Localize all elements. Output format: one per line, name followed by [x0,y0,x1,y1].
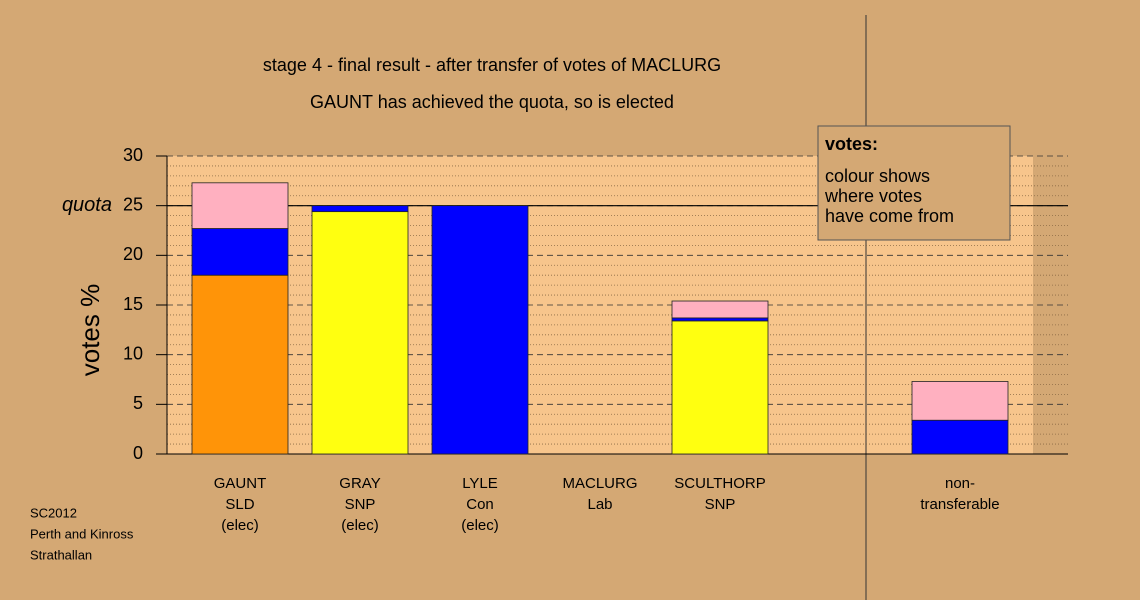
x-tick-label: (elec) [221,517,259,534]
x-tick-label: GRAY [339,475,380,492]
x-tick-label: non- [945,475,975,492]
legend-text: have come from [825,206,954,226]
bar-segment [911,419,1009,455]
y-tick-label: 30 [123,145,143,165]
footer-text: Perth and Kinross [30,526,134,541]
footer-text: Strathallan [30,547,92,562]
y-tick-label: 25 [123,194,143,214]
bar-segment [671,300,769,319]
x-tick-label: SNP [345,496,376,513]
x-tick-label: MACLURG [562,475,637,492]
y-tick-label: 15 [123,294,143,314]
y-axis-label: votes % [75,284,105,377]
bar-segment [311,205,409,213]
legend-text: where votes [824,186,922,206]
x-tick-label: SCULTHORP [674,475,765,492]
chart-subtitle: GAUNT has achieved the quota, so is elec… [310,92,674,112]
bar-segment [191,228,289,276]
x-tick-label: GAUNT [214,475,267,492]
x-tick-label: LYLE [462,475,498,492]
bar-segment [191,182,289,229]
footer-text: SC2012 [30,505,77,520]
bar-segment [671,317,769,322]
bar-segment [311,211,409,455]
bar-segment [671,320,769,455]
y-tick-label: 0 [133,443,143,463]
legend-text: colour shows [825,166,930,186]
x-tick-label: (elec) [461,517,499,534]
x-tick-label: (elec) [341,517,379,534]
legend-heading: votes: [825,134,878,154]
y-tick-label: 10 [123,343,143,363]
quota-label: quota [62,194,112,216]
bar-segment [911,381,1009,421]
chart-title: stage 4 - final result - after transfer … [263,55,721,75]
x-tick-label: SNP [705,496,736,513]
bar-segment [431,205,529,455]
bar-segment [191,274,289,455]
x-tick-label: transferable [920,496,999,513]
legend-box [817,125,1011,241]
y-tick-label: 20 [123,244,143,264]
y-tick-label: 5 [133,393,143,413]
x-tick-label: Lab [587,496,612,513]
x-tick-label: SLD [225,496,254,513]
x-tick-label: Con [466,496,494,513]
